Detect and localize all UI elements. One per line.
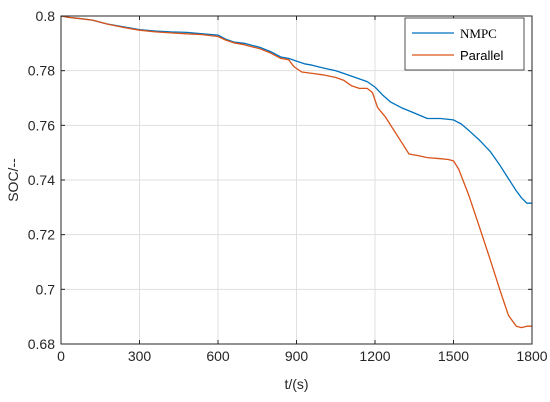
y-axis-label: SOC/--: [5, 158, 21, 202]
x-tick-label: 0: [57, 348, 65, 364]
y-tick-label: 0.68: [28, 336, 55, 352]
legend-box: [404, 17, 525, 71]
legend: NMPC Parallel: [404, 17, 525, 71]
x-axis-label: t/(s): [284, 376, 308, 392]
x-tick-label: 300: [128, 348, 152, 364]
y-tick-label: 0.7: [36, 281, 56, 297]
x-tick-label: 900: [285, 348, 309, 364]
series-line-nmpc: [60, 15, 532, 204]
y-tick-label: 0.78: [28, 63, 55, 79]
y-tick-label: 0.8: [36, 8, 56, 24]
series-line-parallel: [60, 15, 532, 329]
y-tick-label: 0.72: [28, 227, 55, 243]
x-tick-label: 600: [206, 348, 230, 364]
legend-label-parallel: Parallel: [460, 48, 503, 63]
legend-label-nmpc: NMPC: [460, 26, 497, 41]
axis-ticks: [60, 15, 533, 345]
y-tick-label: 0.74: [28, 172, 55, 188]
axis-tick-labels: 0 300 600 900 1200 1500 1800 0.68 0.7 0.72 0.74 0.7…: [28, 8, 548, 364]
series-layer: [60, 15, 532, 329]
x-tick-label: 1500: [438, 348, 469, 364]
y-tick-label: 0.76: [28, 117, 55, 133]
x-tick-label: 1200: [359, 348, 390, 364]
x-tick-label: 1800: [516, 348, 547, 364]
